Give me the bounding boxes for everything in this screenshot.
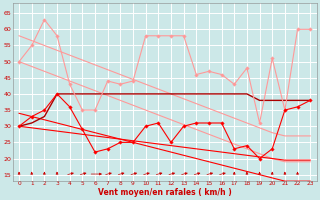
X-axis label: Vent moyen/en rafales ( km/h ): Vent moyen/en rafales ( km/h ) bbox=[98, 188, 231, 197]
